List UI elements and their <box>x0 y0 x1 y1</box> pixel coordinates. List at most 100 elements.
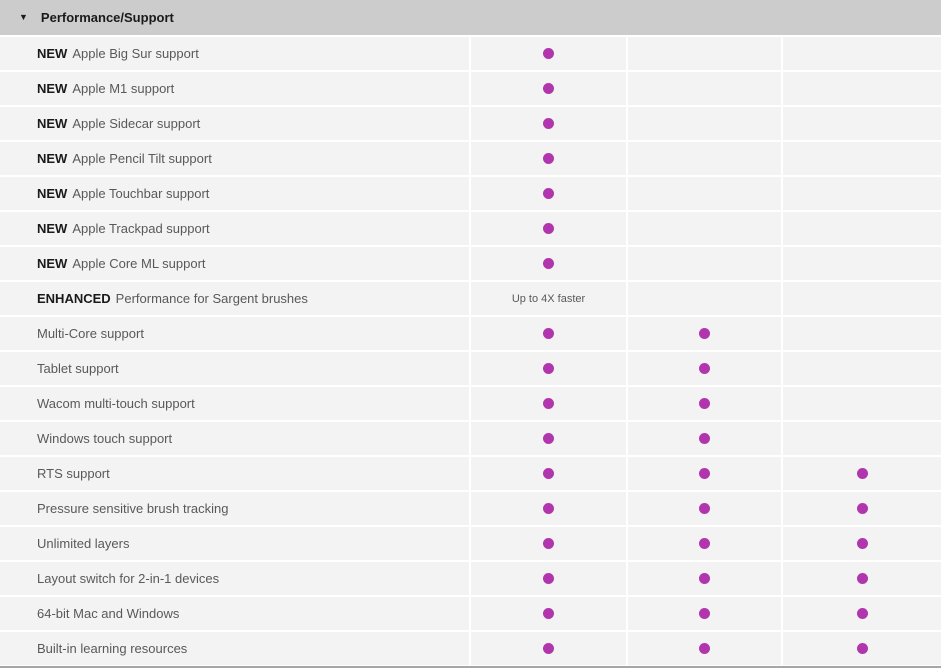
feature-name-cell: NEW Apple Big Sur support <box>0 37 469 70</box>
table-row: NEW Apple Trackpad support <box>0 212 941 245</box>
feature-name-cell: NEW Apple M1 support <box>0 72 469 105</box>
product-column-cell <box>783 387 941 420</box>
table-row: Layout switch for 2-in-1 devices <box>0 562 941 595</box>
table-row: NEW Apple Sidecar support <box>0 107 941 140</box>
product-column-cell <box>471 597 626 630</box>
product-column-cell <box>628 317 781 350</box>
product-column-cell <box>471 422 626 455</box>
product-column-cell <box>628 212 781 245</box>
feature-dot-icon <box>699 433 710 444</box>
feature-dot-icon <box>543 538 554 549</box>
product-column-cell <box>628 142 781 175</box>
feature-prefix: NEW <box>37 186 68 201</box>
product-column-cell <box>628 177 781 210</box>
feature-table: NEW Apple Big Sur support NEW Apple M1 s… <box>0 37 941 665</box>
feature-prefix: NEW <box>37 221 68 236</box>
product-column-cell <box>628 352 781 385</box>
feature-name-cell: ENHANCED Performance for Sargent brushes <box>0 282 469 315</box>
feature-name-cell: RTS support <box>0 457 469 490</box>
feature-name-cell: Wacom multi-touch support <box>0 387 469 420</box>
table-row: Windows touch support <box>0 422 941 455</box>
feature-name-cell: Layout switch for 2-in-1 devices <box>0 562 469 595</box>
product-column-cell <box>783 317 941 350</box>
feature-label: Unlimited layers <box>37 536 130 551</box>
product-column-cell <box>783 282 941 315</box>
feature-dot-icon <box>856 538 868 549</box>
feature-dot-icon <box>856 643 868 654</box>
product-column-cell <box>471 72 626 105</box>
product-column-cell <box>471 142 626 175</box>
product-column-cell <box>628 37 781 70</box>
table-row: Unlimited layers <box>0 527 941 560</box>
section-header[interactable]: ▼ Performance/Support <box>0 0 941 35</box>
feature-label: Apple Sidecar support <box>72 116 201 131</box>
product-column-cell <box>471 632 626 665</box>
feature-dot-icon <box>699 328 710 339</box>
feature-prefix: NEW <box>37 151 68 166</box>
feature-name-cell: Built-in learning resources <box>0 632 469 665</box>
feature-prefix: NEW <box>37 256 68 271</box>
product-column-cell <box>628 597 781 630</box>
feature-name-cell: Unlimited layers <box>0 527 469 560</box>
product-column-cell <box>471 37 626 70</box>
feature-dot-icon <box>699 363 710 374</box>
product-column-cell <box>783 632 941 665</box>
product-column-cell <box>783 37 941 70</box>
product-column-cell <box>783 562 941 595</box>
table-row: 64-bit Mac and Windows <box>0 597 941 630</box>
feature-dot-icon <box>856 608 868 619</box>
feature-name-cell: NEW Apple Trackpad support <box>0 212 469 245</box>
product-column-cell <box>783 212 941 245</box>
feature-label: Apple Big Sur support <box>72 46 199 61</box>
table-row: NEW Apple M1 support <box>0 72 941 105</box>
product-column-cell <box>471 492 626 525</box>
feature-label: Layout switch for 2-in-1 devices <box>37 571 220 586</box>
feature-dot-icon <box>856 573 868 584</box>
product-column-cell <box>471 317 626 350</box>
feature-name-cell: Pressure sensitive brush tracking <box>0 492 469 525</box>
feature-dot-icon <box>543 363 554 374</box>
product-column-cell <box>628 527 781 560</box>
feature-dot-icon <box>543 48 554 59</box>
table-row: NEW Apple Touchbar support <box>0 177 941 210</box>
product-column-cell <box>628 632 781 665</box>
product-column-cell <box>471 107 626 140</box>
table-row: NEW Apple Big Sur support <box>0 37 941 70</box>
feature-dot-icon <box>699 398 710 409</box>
table-row: Multi-Core support <box>0 317 941 350</box>
feature-dot-icon <box>543 258 554 269</box>
feature-dot-icon <box>543 468 554 479</box>
product-column-cell <box>471 177 626 210</box>
table-row: RTS support <box>0 457 941 490</box>
feature-dot-icon <box>699 538 710 549</box>
feature-note: Up to 4X faster <box>511 292 586 305</box>
feature-name-cell: NEW Apple Pencil Tilt support <box>0 142 469 175</box>
product-column-cell <box>783 107 941 140</box>
collapse-arrow-icon[interactable]: ▼ <box>19 12 28 22</box>
table-row: Built-in learning resources <box>0 632 941 665</box>
product-column-cell <box>471 247 626 280</box>
feature-dot-icon <box>543 223 554 234</box>
table-row: ENHANCED Performance for Sargent brushes… <box>0 282 941 315</box>
feature-dot-icon <box>543 188 554 199</box>
table-row: Pressure sensitive brush tracking <box>0 492 941 525</box>
feature-dot-icon <box>543 503 554 514</box>
product-column-cell <box>628 72 781 105</box>
product-column-cell <box>471 562 626 595</box>
product-column-cell <box>471 212 626 245</box>
feature-label: Pressure sensitive brush tracking <box>37 501 229 516</box>
feature-dot-icon <box>543 118 554 129</box>
feature-name-cell: Multi-Core support <box>0 317 469 350</box>
feature-dot-icon <box>699 643 710 654</box>
feature-label: Multi-Core support <box>37 326 144 341</box>
product-column-cell: Up to 4X faster <box>471 282 626 315</box>
product-column-cell <box>628 107 781 140</box>
feature-dot-icon <box>543 328 554 339</box>
product-column-cell <box>471 352 626 385</box>
feature-label: Apple Touchbar support <box>72 186 210 201</box>
feature-dot-icon <box>699 503 710 514</box>
feature-dot-icon <box>856 503 868 514</box>
feature-prefix: NEW <box>37 116 68 131</box>
feature-label: Apple M1 support <box>72 81 175 96</box>
